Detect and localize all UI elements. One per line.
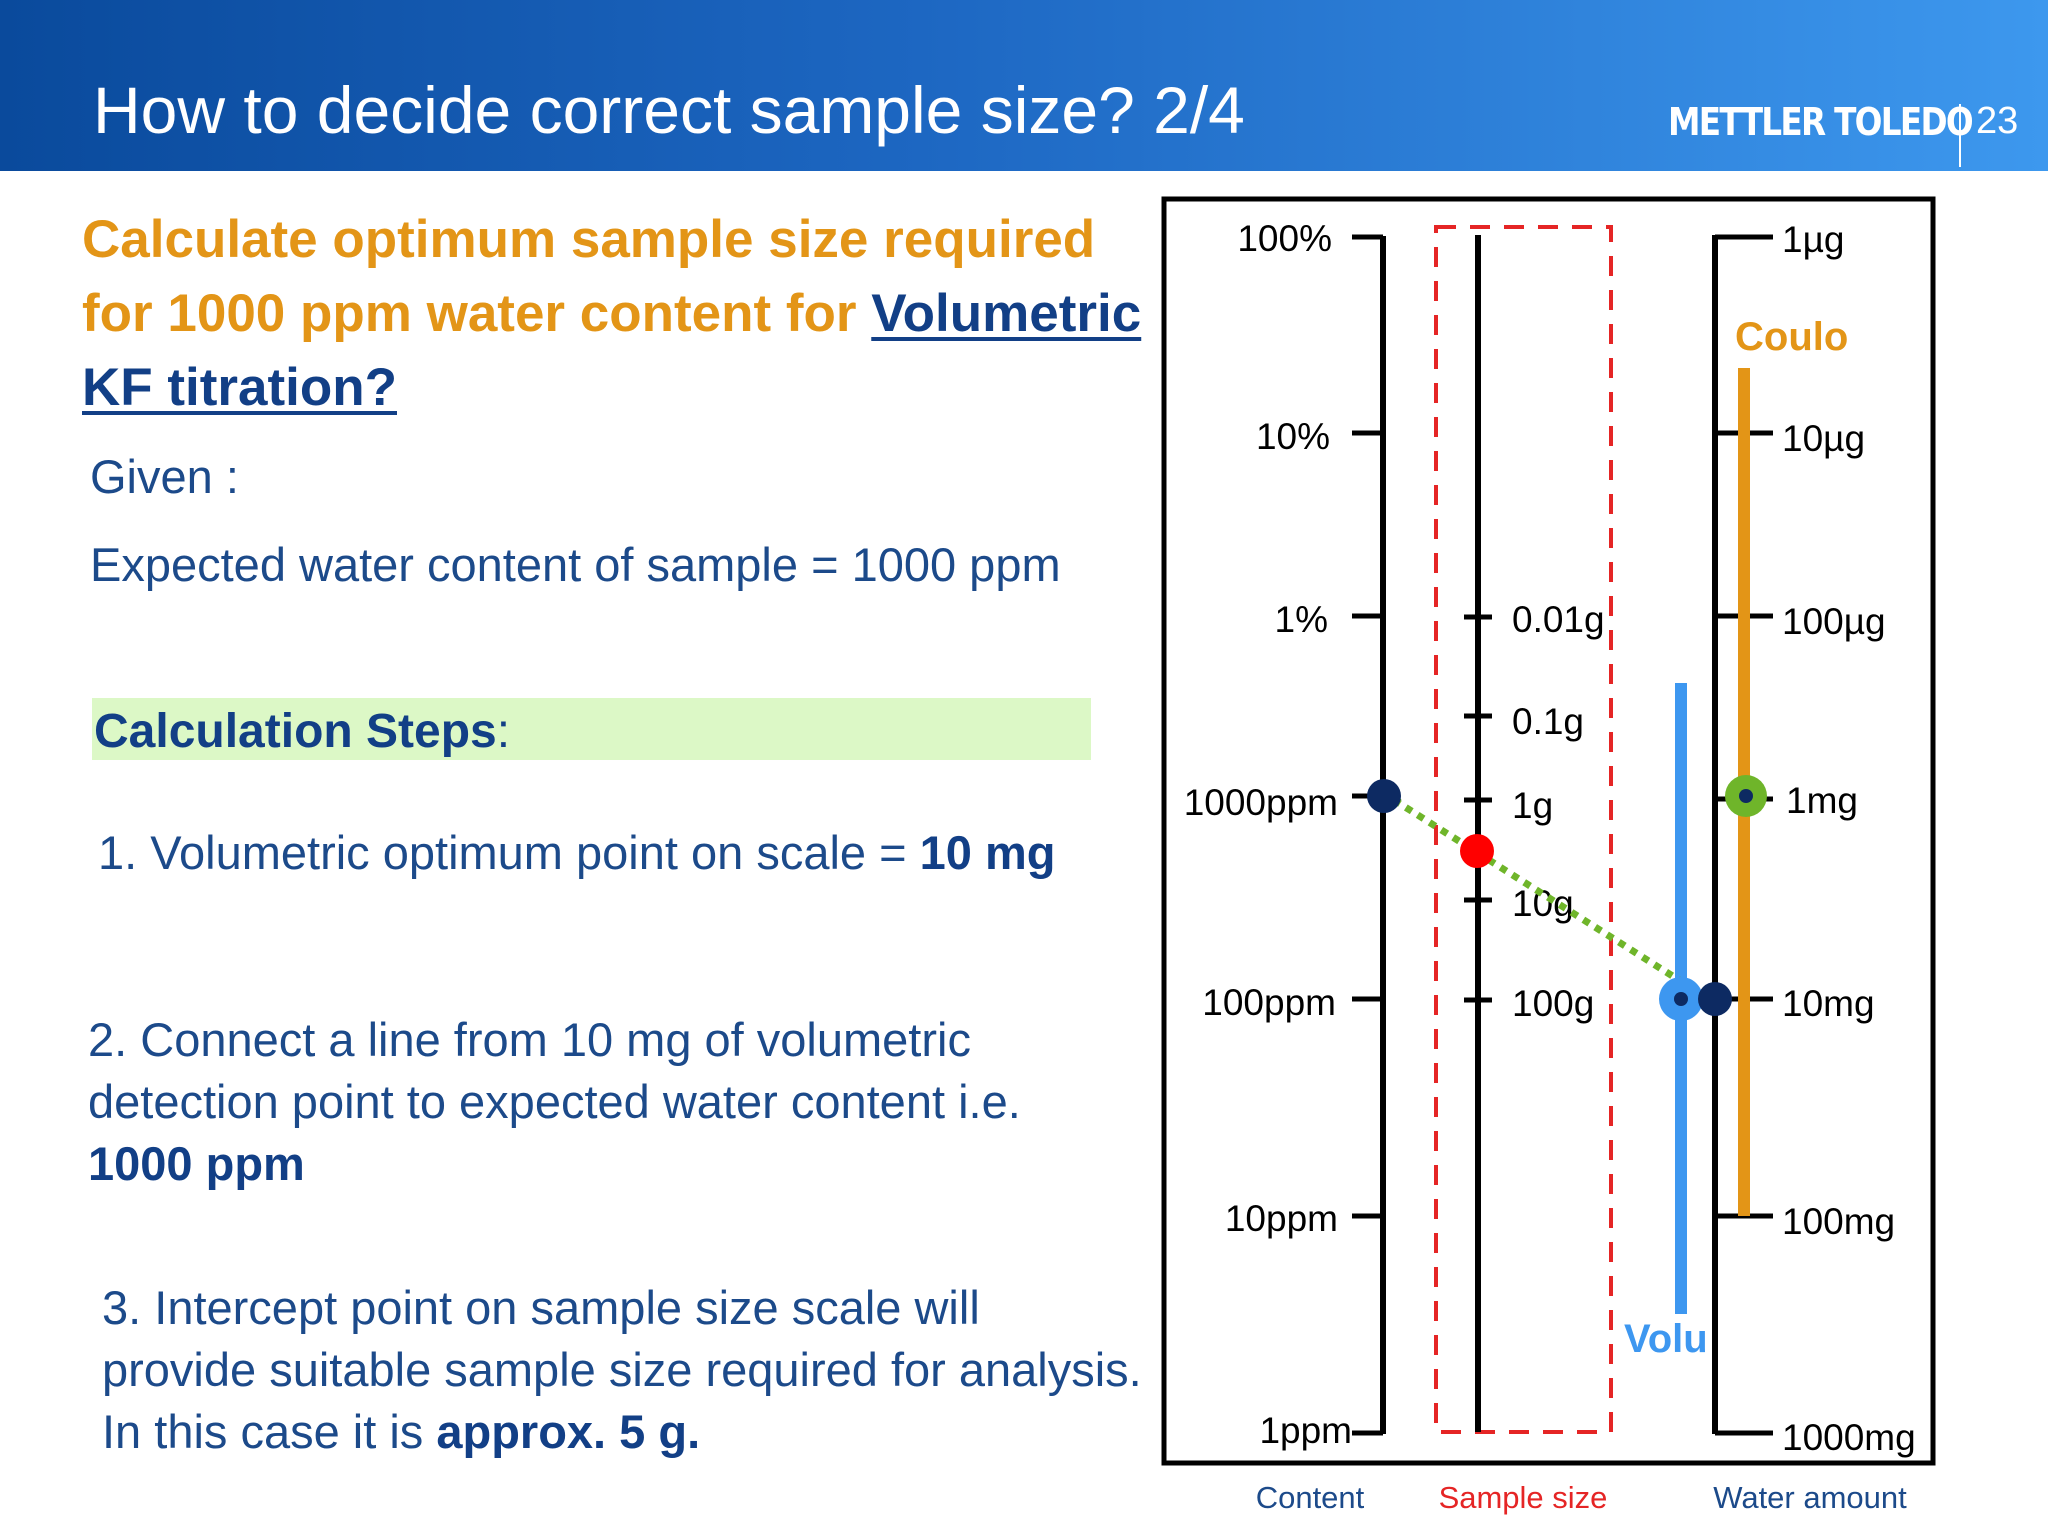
step-1-text: 1. Volumetric optimum point on scale = [98,826,920,879]
content-label-10ppm: 10ppm [1225,1198,1338,1239]
connector-line [1390,797,1705,997]
water-label-100mg: 100mg [1782,1201,1895,1242]
sample-label-10g: 10g [1512,883,1574,924]
content-label-1ppm: 1ppm [1259,1410,1352,1451]
sample-tick-labels: 0.01g 0.1g 1g 10g 100g [1512,599,1605,1024]
water-label-1ug: 1µg [1782,219,1844,260]
content-label-1000ppm: 1000ppm [1184,782,1338,823]
diagram-frame [1161,196,1936,1466]
coulo-label: Coulo [1735,315,1848,359]
water-label-1mg: 1mg [1786,780,1858,821]
calculation-steps-banner: Calculation Steps: [92,698,1091,760]
sample-label-1g: 1g [1512,785,1553,826]
sample-label-0.01g: 0.01g [1512,599,1605,640]
volumetric-kf-link[interactable]: Volumetric KF titration? [82,284,1142,417]
content-label-1pct: 1% [1275,599,1328,640]
axis-label-sample-size: Sample size [1439,1480,1608,1515]
axis-label-content: Content [1256,1480,1365,1515]
volu-label: Volu [1624,1317,1708,1361]
water-point-10mg [1698,982,1732,1016]
step-1-value: 10 mg [919,826,1056,879]
content-ticks [1352,234,1383,1436]
sample-label-100g: 100g [1512,983,1594,1024]
axis-label-water-amount: Water amount [1713,1480,1907,1515]
heading-text: Calculate optimum sample size required f… [82,210,1096,343]
calc-steps-colon: : [496,705,511,758]
step-2-value: 1000 ppm [88,1137,305,1190]
step-2-text: 2. Connect a line from 10 mg of volumetr… [88,1013,1021,1128]
page-number: 23 [1976,100,2019,142]
content-point-1000ppm [1367,779,1401,813]
content-tick-labels: 100% 10% 1% 1000ppm 100ppm 10ppm 1ppm [1184,218,1352,1451]
water-label-100ug: 100µg [1782,601,1886,642]
sample-intercept-point [1460,834,1494,868]
brand-logo: METTLER TOLEDO [1668,100,1974,144]
content-label-100ppm: 100ppm [1202,982,1336,1023]
calculation-steps-label: Calculation Steps: [94,704,510,759]
water-label-10mg: 10mg [1782,983,1875,1024]
step-1: 1. Volumetric optimum point on scale = 1… [98,822,1055,884]
volu-optimum-inner [1674,992,1688,1006]
content-label-10pct: 10% [1256,416,1330,457]
given-label: Given : [90,450,239,503]
header-divider [1959,104,1961,167]
slide-title: How to decide correct sample size? 2/4 [93,73,1245,147]
axis-labels: Content Sample size Water amount [1256,1480,1907,1515]
step-3-value: approx. 5 g. [436,1405,701,1458]
sample-size-box [1434,225,1613,1434]
step-3-text: 3. Intercept point on sample size scale … [102,1281,1142,1458]
header-banner: How to decide correct sample size? 2/4 M… [0,0,2048,171]
sample-label-0.1g: 0.1g [1512,701,1584,742]
expected-water-content: Expected water content of sample = 1000 … [90,538,1061,591]
coulo-optimum-inner [1739,789,1753,803]
water-label-1000mg: 1000mg [1782,1417,1916,1458]
question-heading: Calculate optimum sample size required f… [82,203,1142,425]
content-label-100pct: 100% [1237,218,1332,259]
water-label-10ug: 10µg [1782,418,1865,459]
water-tick-labels: 1µg 10µg 100µg 1mg 10mg 100mg 1000mg [1782,219,1916,1458]
step-3: 3. Intercept point on sample size scale … [102,1277,1142,1463]
step-2: 2. Connect a line from 10 mg of volumetr… [88,1009,1128,1195]
calc-steps-bold: Calculation Steps [94,705,497,758]
